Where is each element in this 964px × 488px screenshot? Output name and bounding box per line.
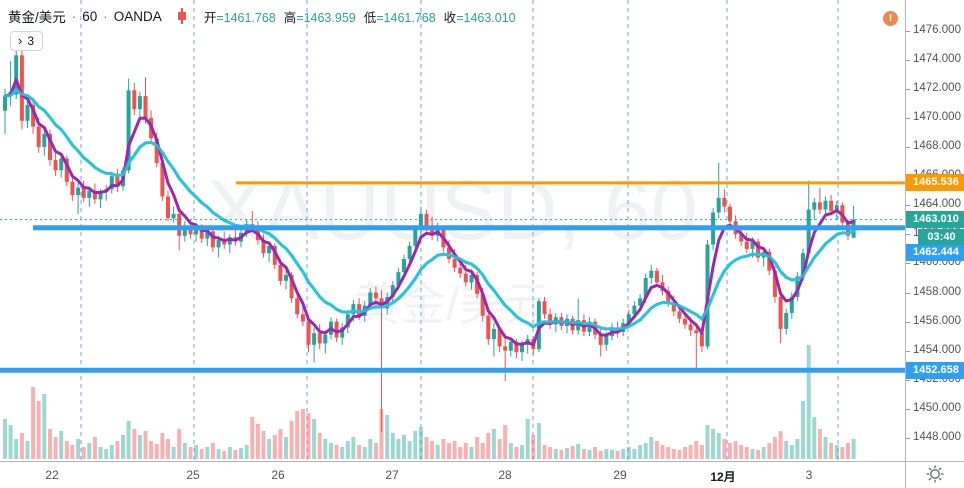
bar-countdown-label: 03:40 xyxy=(918,229,964,245)
price-tick-label: 1468.000 xyxy=(913,140,961,152)
exchange-label: OANDA xyxy=(113,8,162,24)
price-tick xyxy=(906,60,910,61)
symbol-title[interactable]: 黄金/美元 xyxy=(8,10,66,25)
settings-gear-icon[interactable] xyxy=(925,464,945,484)
high-value: =1463.959 xyxy=(296,10,356,25)
price-tick xyxy=(906,205,910,206)
open-value: =1461.768 xyxy=(216,10,276,25)
price-tick xyxy=(906,438,910,439)
axis-corner-divider xyxy=(905,462,906,488)
price-tick-label: 1464.000 xyxy=(913,198,961,210)
interval-label[interactable]: 60 xyxy=(82,8,98,24)
price-tick xyxy=(906,263,910,264)
chart-plot-area[interactable]: XAUUSD, 60 黄金/美元 xyxy=(0,0,905,461)
session-break-lines xyxy=(80,0,839,461)
price-tick xyxy=(906,322,910,323)
last-price-label: 1463.010 xyxy=(906,211,964,228)
close-value: =1463.010 xyxy=(456,10,516,25)
alert-icon[interactable]: ! xyxy=(883,11,898,26)
time-tick-label: 25 xyxy=(186,468,200,482)
ohlc-readout: 开=1461.768 高=1463.959 低=1461.768 收=1463.… xyxy=(203,10,516,25)
candles xyxy=(3,42,856,433)
price-tick xyxy=(906,89,910,90)
time-tick-label: 27 xyxy=(385,468,399,482)
time-tick-label: 22 xyxy=(45,468,59,482)
level-price-label: 1465.536 xyxy=(906,174,964,191)
price-tick xyxy=(906,234,910,235)
price-tick xyxy=(906,380,910,381)
ma-fast-line xyxy=(3,78,856,347)
price-tick-label: 1448.000 xyxy=(913,431,961,443)
price-tick xyxy=(906,118,910,119)
candle-icon xyxy=(177,8,186,24)
price-tick-label: 1470.000 xyxy=(913,111,961,123)
objects-tree-button[interactable]: › 3 xyxy=(10,31,44,51)
ma-slow-line xyxy=(3,88,856,331)
objects-count: 3 xyxy=(27,33,35,48)
time-tick-label: 12月 xyxy=(710,470,736,484)
chevron-right-icon: › xyxy=(18,33,23,48)
time-tick-label: 3 xyxy=(805,468,813,482)
price-tick-label: 1476.000 xyxy=(913,24,961,36)
time-axis[interactable]: 22 25 26 27 28 29 12月 3 xyxy=(0,461,964,488)
low-value: =1461.768 xyxy=(376,10,436,25)
price-tick xyxy=(906,409,910,410)
price-axis[interactable]: 1448.000 1450.000 1452.000 1454.000 1456.000… xyxy=(905,0,964,461)
level-price-label: 1452.658 xyxy=(906,362,964,379)
price-tick xyxy=(906,147,910,148)
volume-bars xyxy=(3,345,856,459)
price-tick-label: 1474.000 xyxy=(913,53,961,65)
price-tick-label: 1450.000 xyxy=(913,402,961,414)
price-tick-label: 1472.000 xyxy=(913,82,961,94)
horizontal-level-lines xyxy=(0,181,905,373)
price-tick-label: 1454.000 xyxy=(913,344,961,356)
price-tick-label: 1458.000 xyxy=(913,286,961,298)
price-tick xyxy=(906,31,910,32)
time-tick-label: 26 xyxy=(271,468,285,482)
time-tick-label: 28 xyxy=(498,468,512,482)
legend: 黄金/美元 · 60 · OANDA 开=1461.768 高=1463.959… xyxy=(8,6,516,26)
level-price-label: 1462.444 xyxy=(906,244,964,261)
price-tick-label: 1456.000 xyxy=(913,315,961,327)
candlestick-chart[interactable] xyxy=(0,0,905,461)
time-tick-label: 29 xyxy=(613,468,627,482)
price-tick xyxy=(906,351,910,352)
price-tick xyxy=(906,293,910,294)
